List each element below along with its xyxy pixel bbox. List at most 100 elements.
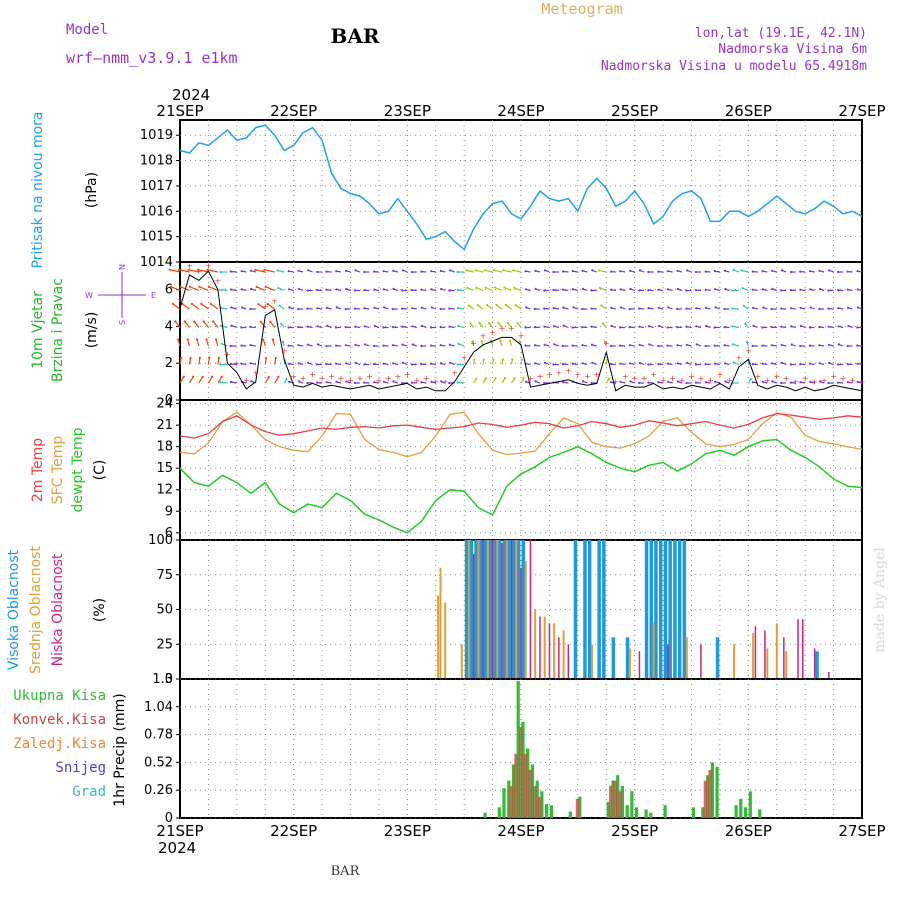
wind-arrow-head: [827, 289, 830, 292]
wind-arrow-head: [561, 362, 565, 366]
precip-bar: [523, 753, 527, 818]
wind-arrow-head: [285, 377, 288, 381]
wind-arrow-head: [818, 287, 822, 291]
wind-arrow-head: [200, 302, 203, 305]
pressure-line: [179, 124, 863, 251]
wind-arrow-head: [504, 303, 507, 307]
wind-arrow-head: [325, 288, 328, 291]
wind-arrow: [189, 286, 200, 292]
bottom-date-label: 21SEP: [156, 822, 203, 840]
wind-gust-marker: +: [499, 324, 506, 333]
cloud-bar: [553, 623, 556, 679]
wind-arrow-head: [401, 343, 404, 346]
cloud-bar: [815, 651, 819, 679]
wind-arrow-head: [249, 307, 252, 311]
precip-bar: [708, 769, 712, 818]
wind-arrow-head: [297, 326, 300, 329]
wind-arrow-head: [607, 377, 611, 380]
wind-arrow-head: [629, 287, 632, 290]
wind-gust-marker: +: [669, 374, 676, 383]
cloud-bar: [543, 616, 546, 679]
wind-arrow-head: [410, 381, 414, 384]
wind-arrow: [184, 321, 190, 328]
precip-legend: Ukupna Kisa Konvek.Kisa Zaledj.Kisa Snij…: [13, 688, 106, 800]
wind-arrow-head: [382, 326, 385, 329]
pressure-unit: (hPa): [84, 172, 100, 208]
wind-arrow-head: [799, 381, 802, 384]
wind-gust-marker: +: [432, 378, 439, 387]
wind-arrow: [197, 269, 209, 273]
wind-arrow-head: [287, 344, 290, 347]
wind-arrow-head: [214, 338, 218, 341]
wind-arrow-head: [789, 363, 793, 366]
precip-bar: [663, 805, 667, 818]
wind-gust-marker: +: [205, 262, 212, 271]
wind-arrow-head: [666, 270, 669, 273]
wind-arrow-head: [171, 302, 174, 305]
wind-arrow-head: [197, 268, 200, 271]
cloud-bar: [625, 637, 630, 679]
precip-bar: [616, 775, 620, 818]
wind-arrow-head: [610, 306, 613, 309]
wind-arrow-head: [391, 344, 394, 347]
precip-bar: [528, 769, 532, 818]
wind-arrow-head: [723, 326, 726, 329]
wind-gust-marker: +: [518, 332, 525, 341]
wind-arrow-head: [391, 326, 394, 329]
wind-arrow-head: [571, 270, 574, 273]
wind-arrow-head: [484, 286, 487, 289]
wind-arrow-head: [326, 324, 329, 327]
wind-arrow-head: [771, 380, 774, 383]
wind-arrow-head: [780, 381, 783, 385]
wind-arrow-head: [591, 361, 594, 364]
wind-arrow-head: [601, 322, 605, 325]
wind-arrow-head: [561, 288, 565, 291]
wind-arrow-head: [212, 320, 215, 323]
cloud-bar: [493, 540, 497, 679]
wind-gust-marker: +: [679, 376, 686, 385]
precip-bar: [606, 802, 610, 818]
wind-arrow-head: [780, 343, 783, 346]
wind-arrow-head: [456, 270, 459, 274]
wind-gust-marker: +: [726, 376, 733, 385]
cloud-bar: [472, 553, 475, 679]
wind-arrow-head: [189, 356, 192, 359]
cloud-bar: [797, 619, 799, 679]
wind-arrow-head: [229, 270, 232, 273]
wind-arrow-head: [363, 363, 366, 366]
wind-gust-marker: +: [821, 376, 828, 385]
wind-arrow-head: [590, 381, 593, 385]
wind-arrow: [256, 286, 266, 292]
wind-gust-marker: +: [357, 374, 364, 383]
wind-arrow-head: [363, 381, 366, 384]
wind-arrow-head: [648, 343, 651, 346]
wind-arrow-head: [316, 325, 319, 328]
precip-bar: [535, 780, 539, 818]
y-tick-label: 1018: [140, 154, 173, 169]
wind-gust-marker: +: [186, 262, 193, 271]
top-date-label: 27SEP: [838, 102, 885, 120]
wind-arrow-head: [761, 326, 764, 329]
wind-arrow-head: [335, 270, 338, 273]
wind-arrow-head: [474, 269, 477, 272]
wind-arrow-head: [344, 344, 347, 347]
wind-arrow-head: [534, 287, 537, 290]
wind-arrow-head: [392, 287, 395, 290]
wind-arrow-head: [837, 381, 840, 384]
wind-gust-marker: +: [224, 350, 231, 359]
compass-west: W: [85, 291, 93, 300]
wind-arrow-head: [856, 362, 859, 365]
wind-arrow: [741, 269, 749, 273]
wind-arrow-head: [420, 381, 423, 384]
wind-arrow-head: [344, 326, 347, 329]
cloud-bar: [583, 540, 587, 679]
wind-arrow-head: [790, 343, 793, 346]
precip-bar: [575, 798, 579, 818]
wind-arrow-head: [274, 356, 277, 360]
legend-freezing-rain: Zaledj.Kisa: [13, 736, 106, 752]
wind-arrow-head: [287, 380, 291, 383]
wind-arrow-head: [610, 363, 613, 366]
y-tick-label: 1019: [140, 128, 173, 143]
cloud-bar: [496, 540, 499, 679]
wind-speed-line: [179, 270, 863, 392]
